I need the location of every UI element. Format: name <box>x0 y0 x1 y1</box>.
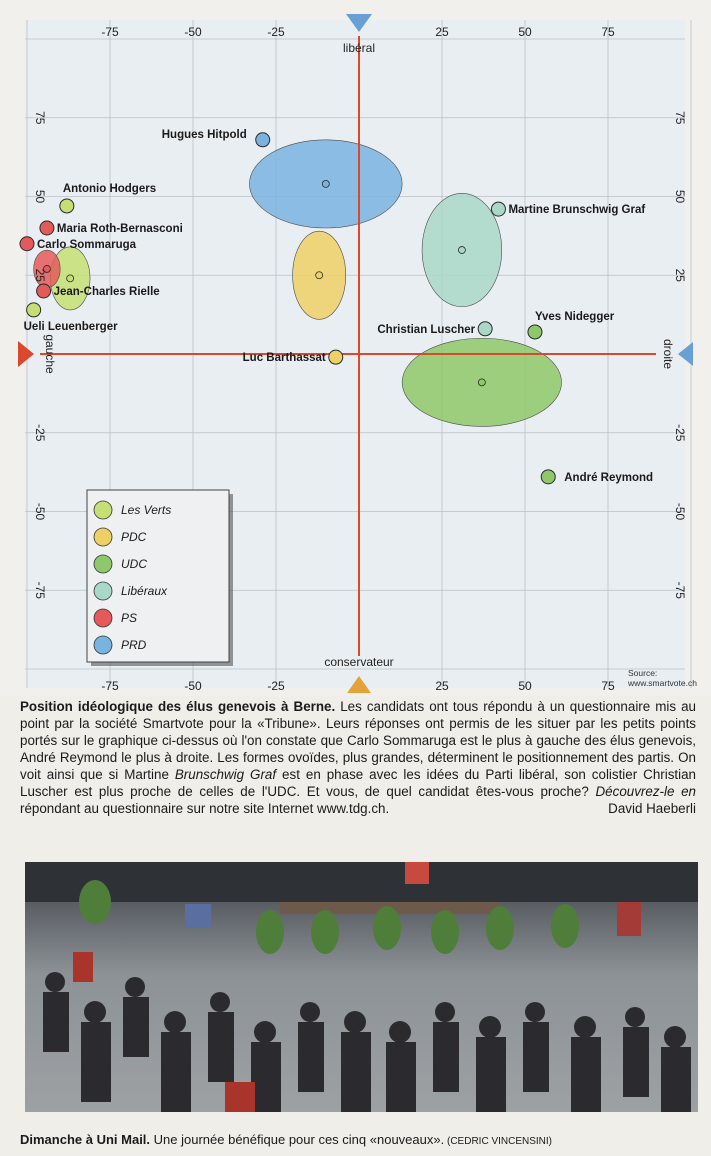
candidate-point <box>527 324 543 340</box>
tick-label-bottom: -75 <box>101 679 119 693</box>
tick-label-bottom: -50 <box>184 679 202 693</box>
legend-label: Libéraux <box>121 584 168 598</box>
arrow-left-icon <box>18 341 34 367</box>
legend-swatch <box>93 554 113 574</box>
legend-label: UDC <box>121 557 147 571</box>
tick-label-left: -50 <box>33 503 47 521</box>
tick-label-top: -75 <box>101 25 119 39</box>
candidate-point <box>59 198 75 214</box>
tick-label-top: 75 <box>601 25 615 39</box>
candidate-label: Maria Roth-Bernasconi <box>57 223 183 235</box>
photo-caption: Dimanche à Uni Mail. Une journée bénéfiq… <box>20 1132 552 1147</box>
event-photo <box>25 862 698 1112</box>
crowd-photo-illustration <box>25 862 698 1112</box>
candidate-point <box>36 283 52 299</box>
candidate-label: Martine Brunschwig Graf <box>508 204 645 216</box>
legend-swatch <box>93 527 113 547</box>
source-url: www.smartvote.ch <box>627 678 697 688</box>
candidate-point <box>19 236 35 252</box>
legend-box <box>86 489 230 663</box>
tick-label-bottom: 50 <box>518 679 532 693</box>
axis-label-top: libéral <box>343 41 375 55</box>
candidate-label: Christian Luscher <box>377 324 475 336</box>
tick-label-bottom: 25 <box>435 679 449 693</box>
tick-label-top: -25 <box>267 25 285 39</box>
tick-label-right: 75 <box>673 111 687 125</box>
caption-body-2: est en phase avec les idées du Parti lib… <box>20 767 696 799</box>
tick-label-right: 50 <box>673 190 687 204</box>
candidate-point <box>255 132 271 148</box>
candidate-label: Hugues Hitpold <box>162 129 247 141</box>
axis-label-left: gauche <box>43 334 57 374</box>
legend-swatch <box>93 608 113 628</box>
party-center-point <box>458 246 466 254</box>
tick-label-top: -50 <box>184 25 202 39</box>
party-center-point <box>66 274 75 283</box>
candidate-point <box>477 321 493 337</box>
tick-label-right: 25 <box>673 269 687 283</box>
candidate-label: Ueli Leuenberger <box>24 321 118 333</box>
candidate-label: Carlo Sommaruga <box>37 239 137 251</box>
candidate-label: Jean-Charles Rielle <box>54 286 160 298</box>
legend-label: Les Verts <box>121 503 171 517</box>
tick-label-left: 75 <box>33 111 47 125</box>
tick-label-top: 50 <box>518 25 532 39</box>
tick-label-left: -75 <box>33 582 47 600</box>
caption-body-3: répondant au questionnaire sur notre sit… <box>20 801 390 816</box>
candidate-label: André Reymond <box>564 472 653 484</box>
party-center-point <box>321 179 330 188</box>
legend-label: PS <box>121 611 137 625</box>
tick-label-right: -75 <box>673 582 687 600</box>
arrow-right-icon <box>678 342 693 366</box>
tick-label-top: 25 <box>435 25 449 39</box>
legend-label: PDC <box>121 530 147 544</box>
photo-caption-text: Une journée bénéfique pour ces cinq «nou… <box>150 1132 445 1147</box>
tick-label-bottom: 75 <box>601 679 615 693</box>
chart-canvas: libéral conservateur gauche droite -75 -75 -50… <box>18 14 697 693</box>
candidate-point <box>490 201 506 217</box>
axis-label-right: droite <box>661 339 675 369</box>
candidate-label: Yves Nidegger <box>535 311 615 323</box>
axis-label-bottom: conservateur <box>324 655 393 669</box>
tick-label-left: 50 <box>33 190 47 204</box>
arrow-top-icon <box>346 14 372 32</box>
party-center-point <box>477 378 486 387</box>
candidate-label: Antonio Hodgers <box>63 183 156 195</box>
source-label: Source: <box>628 668 657 678</box>
caption-body-italic: Brunschwig Graf <box>174 767 277 782</box>
tick-label-left: -25 <box>33 424 47 442</box>
legend-swatch <box>93 581 113 601</box>
smartvote-chart: libéral conservateur gauche droite -75 -75 -50… <box>18 14 698 693</box>
arrow-bottom-icon <box>347 676 371 693</box>
candidate-label: Luc Barthassat <box>243 352 326 364</box>
candidate-point <box>328 349 344 365</box>
legend-label: PRD <box>121 638 147 652</box>
tick-label-bottom: -25 <box>267 679 285 693</box>
caption-body-italic-2: Découvrez-le en <box>595 784 696 799</box>
candidate-point <box>39 220 55 236</box>
photo-credit: (CEDRIC VINCENSINI) <box>444 1136 553 1147</box>
caption-body-1: Les candidats ont tous répondu à un ques… <box>20 699 696 782</box>
candidate-point <box>540 469 556 485</box>
legend-swatch <box>93 500 113 520</box>
tick-label-right: -25 <box>673 424 687 442</box>
chart-caption: Position idéologique des élus genevois à… <box>20 698 696 817</box>
photo-caption-title: Dimanche à Uni Mail. <box>20 1132 151 1147</box>
caption-author: David Haeberli <box>608 801 696 816</box>
legend-swatch <box>93 635 113 655</box>
candidate-point <box>26 302 42 318</box>
caption-title: Position idéologique des élus genevois à… <box>20 699 336 714</box>
party-center-point <box>43 265 51 273</box>
tick-label-right: -50 <box>673 503 687 521</box>
tick-label-left: 25 <box>33 269 47 283</box>
party-center-point <box>315 271 324 280</box>
